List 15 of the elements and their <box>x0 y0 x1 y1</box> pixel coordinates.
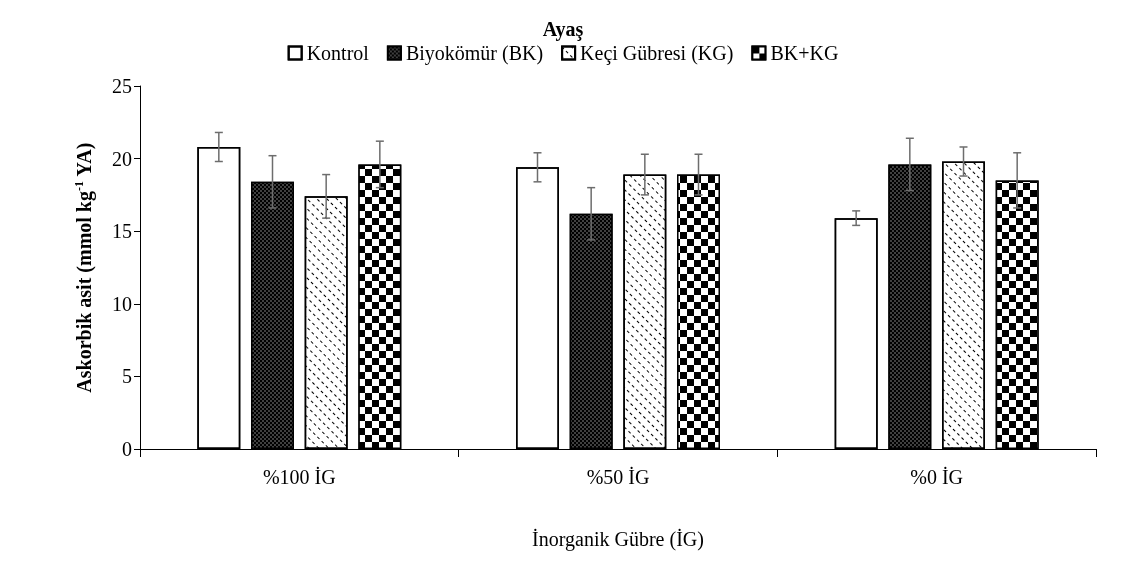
y-tick-label: 20 <box>112 147 132 170</box>
legend-label: Kontrol <box>306 42 370 64</box>
y-tick-label: 10 <box>112 292 132 315</box>
x-tick-label: %0 İG <box>910 466 964 488</box>
y-tick-label: 5 <box>122 365 132 388</box>
y-tick-label: 0 <box>122 438 132 460</box>
legend-label: Keçi Gübresi (KG) <box>580 42 734 65</box>
y-tick-label: 15 <box>112 220 132 243</box>
y-tick-label: 25 <box>112 75 132 97</box>
x-axis-title: İnorganik Gübre (İG) <box>532 528 704 551</box>
legend-label: Biyokömür (BK) <box>405 42 544 65</box>
legend-label: BK+KG <box>770 42 839 64</box>
x-tick-label: %50 İG <box>586 466 650 488</box>
chart-title: Ayaş <box>542 18 584 41</box>
x-tick-label: %100 İG <box>262 466 336 488</box>
